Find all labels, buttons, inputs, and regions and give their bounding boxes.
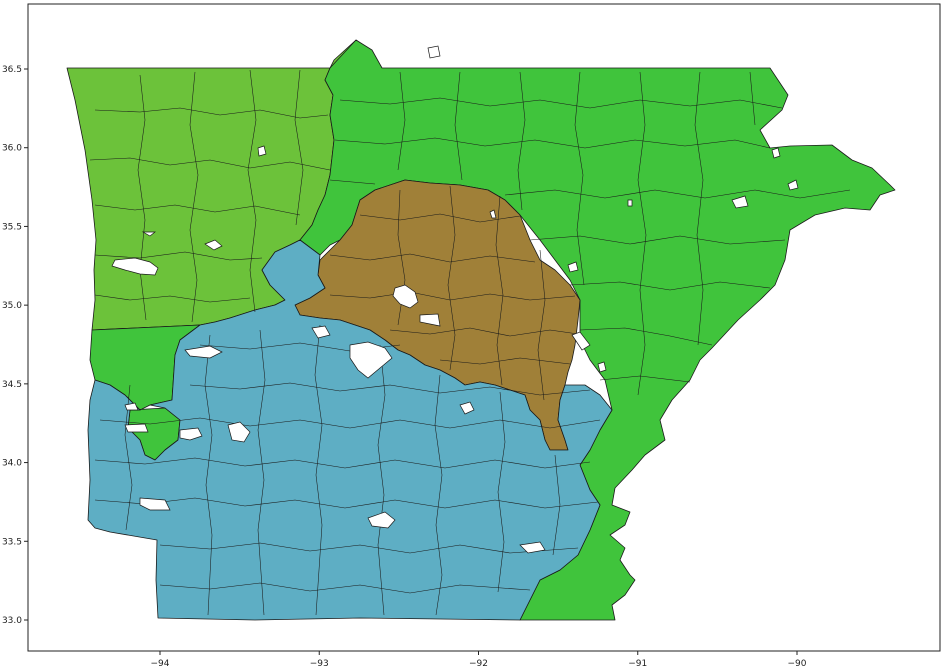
y-tick-label: 35.0 (2, 301, 22, 311)
x-tick-label: −90 (788, 659, 807, 669)
x-tick-label: −92 (469, 659, 488, 669)
y-tick-label: 35.5 (2, 222, 22, 232)
x-axis: −94 −93 −92 −91 −90 (151, 651, 807, 669)
y-tick-label: 36.5 (2, 65, 22, 75)
x-tick-label: −94 (151, 659, 170, 669)
y-tick-label: 34.5 (2, 380, 22, 390)
x-tick-label: −93 (310, 659, 329, 669)
unassigned-areas (111, 45, 799, 554)
x-tick-label: −91 (628, 659, 647, 669)
region-south-west (87, 239, 613, 621)
y-axis: 36.5 36.0 35.5 35.0 34.5 34.0 33.5 33.0 (2, 65, 28, 626)
y-tick-label: 33.0 (2, 616, 22, 626)
y-tick-label: 33.5 (2, 537, 22, 547)
internal-boundaries (89, 69, 851, 616)
y-tick-label: 36.0 (2, 144, 22, 154)
y-tick-label: 34.0 (2, 459, 22, 469)
